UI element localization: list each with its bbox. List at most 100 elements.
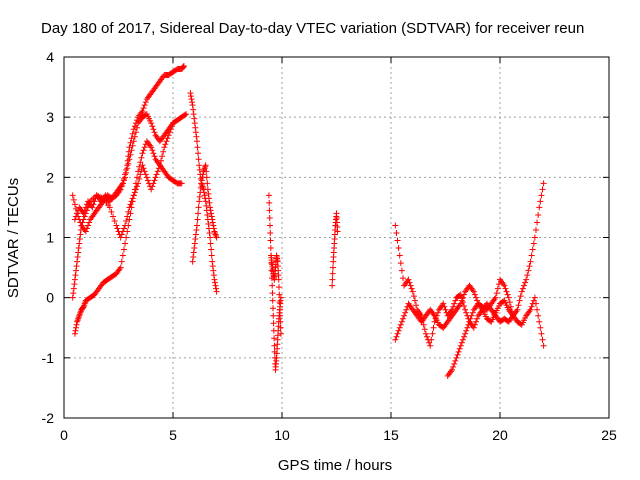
y-tick-label: 2 [46, 169, 54, 185]
data-point [275, 276, 282, 283]
data-point [459, 336, 466, 343]
data-point [192, 231, 199, 238]
data-point [140, 105, 147, 112]
x-tick-label: 0 [60, 427, 68, 443]
data-point [74, 210, 81, 217]
data-point [457, 342, 464, 349]
data-point [191, 240, 198, 247]
data-point [405, 276, 412, 283]
data-point [138, 154, 145, 161]
data-point [530, 297, 537, 304]
data-point [393, 229, 400, 236]
data-point [141, 102, 148, 109]
y-tick-label: 1 [46, 230, 54, 246]
data-point [211, 279, 218, 286]
data-point [70, 285, 77, 292]
data-point [204, 211, 211, 218]
data-point [190, 111, 197, 118]
data-point [394, 237, 401, 244]
data-point [522, 279, 529, 286]
data-point [149, 123, 156, 130]
data-point [123, 234, 130, 241]
data-point [154, 168, 161, 175]
data-point [198, 177, 205, 184]
data-point [207, 207, 214, 214]
data-point [205, 220, 212, 227]
data-point [269, 282, 276, 289]
data-point [195, 150, 202, 157]
data-point [124, 165, 131, 172]
data-point [149, 183, 156, 190]
data-point [126, 216, 133, 223]
data-point [277, 294, 284, 301]
data-point [77, 231, 84, 238]
data-point [271, 335, 278, 342]
data-point [270, 312, 277, 319]
data-point [510, 312, 517, 319]
data-point [208, 252, 215, 259]
y-tick-label: 3 [46, 109, 54, 125]
data-point [467, 315, 474, 322]
data-point [458, 297, 465, 304]
data-point [470, 288, 477, 295]
data-point [540, 342, 547, 349]
data-point [155, 165, 162, 172]
y-tick-label: 0 [46, 290, 54, 306]
data-point [449, 366, 456, 373]
data-point [191, 120, 198, 127]
data-point [140, 147, 147, 154]
data-point [190, 249, 197, 256]
data-point [423, 333, 430, 340]
data-point [81, 213, 88, 220]
data-point [151, 177, 158, 184]
data-point [158, 157, 165, 164]
data-point [429, 330, 436, 337]
data-point [120, 225, 127, 232]
data-point [329, 276, 336, 283]
data-point [265, 192, 272, 199]
data-point [399, 275, 406, 282]
data-point [198, 180, 205, 187]
data-point [72, 272, 79, 279]
data-point [537, 198, 544, 205]
data-point [473, 318, 480, 325]
data-point [536, 204, 543, 211]
data-point [461, 302, 468, 309]
data-point [208, 246, 215, 253]
data-point [125, 208, 132, 215]
data-point [126, 156, 133, 163]
data-point [75, 249, 82, 256]
data-point [78, 222, 85, 229]
data-point [72, 205, 79, 212]
data-point [505, 294, 512, 301]
x-tick-label: 10 [274, 427, 290, 443]
y-tick-label: -2 [42, 410, 55, 426]
data-point [118, 258, 125, 265]
data-point [516, 297, 523, 304]
data-point [266, 214, 273, 221]
data-point [538, 192, 545, 199]
data-point [462, 330, 469, 337]
data-point [86, 201, 93, 208]
grid [64, 57, 609, 418]
data-point [188, 96, 195, 103]
data-point [150, 126, 157, 133]
data-point [537, 324, 544, 331]
data-point [531, 234, 538, 241]
data-point [180, 63, 187, 70]
data-point [192, 236, 199, 243]
data-point [468, 312, 475, 319]
data-point [213, 234, 220, 241]
data-point [441, 303, 448, 310]
data-point [108, 208, 115, 215]
data-point [518, 288, 525, 295]
data-point [329, 270, 336, 277]
data-point [450, 363, 457, 370]
data-point [123, 217, 130, 224]
data-point [402, 309, 409, 316]
data-point [269, 297, 276, 304]
data-point [129, 195, 136, 202]
data-point [458, 339, 465, 346]
data-point [463, 309, 470, 316]
data-point [137, 171, 144, 178]
